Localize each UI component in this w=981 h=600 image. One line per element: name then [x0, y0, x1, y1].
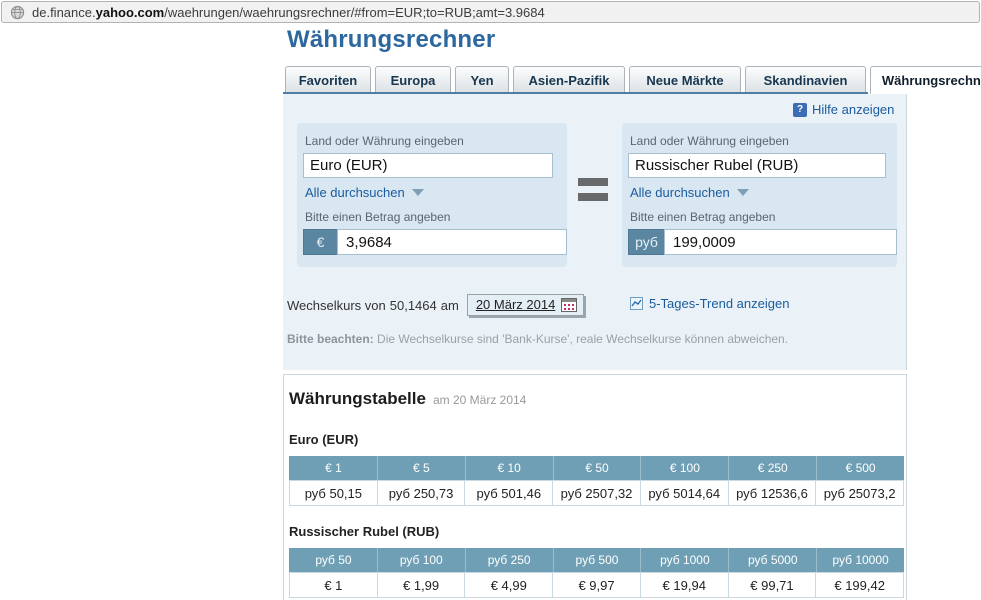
calendar-icon	[561, 297, 578, 312]
browse-all-link-to[interactable]: Alle durchsuchen	[630, 185, 897, 200]
equals-icon	[578, 178, 608, 208]
to-currency-input[interactable]	[628, 153, 886, 178]
rub-table-label: Russischer Rubel (RUB)	[289, 524, 440, 539]
to-amount-input[interactable]	[664, 229, 897, 255]
tab-neue-maerkte[interactable]: Neue Märkte	[629, 66, 741, 94]
table-header-cell: € 50	[552, 456, 641, 480]
table-value-cell: руб 5014,64	[640, 480, 729, 506]
from-amount-input[interactable]	[337, 229, 567, 255]
table-value-row: € 1 € 1,99 € 4,99 € 9,97 € 19,94 € 99,71…	[289, 572, 905, 598]
tab-yen[interactable]: Yen	[455, 66, 509, 94]
eur-table-label: Euro (EUR)	[289, 432, 359, 447]
table-header-cell: руб 1000	[640, 548, 729, 572]
eur-rate-table: € 1 € 5 € 10 € 50 € 100 € 250 € 500 руб …	[289, 456, 905, 506]
table-value-cell: руб 250,73	[377, 480, 466, 506]
table-header-cell: руб 50	[289, 548, 377, 572]
table-value-cell: € 19,94	[640, 572, 729, 598]
tab-underline	[283, 92, 868, 94]
table-value-cell: руб 12536,6	[728, 480, 817, 506]
table-header-cell: € 10	[464, 456, 553, 480]
disclaimer-note: Bitte beachten: Die Wechselkurse sind 'B…	[287, 332, 788, 346]
five-day-trend-link[interactable]: 5-Tages-Trend anzeigen	[630, 296, 789, 311]
table-header-cell: € 1	[289, 456, 377, 480]
table-header-row: руб 50 руб 100 руб 250 руб 500 руб 1000 …	[289, 548, 905, 572]
table-value-cell: руб 2507,32	[553, 480, 641, 506]
table-value-cell: € 4,99	[465, 572, 554, 598]
question-mark-icon: ?	[793, 102, 807, 117]
tab-skandinavien[interactable]: Skandinavien	[745, 66, 866, 94]
table-header-cell: руб 10000	[816, 548, 905, 572]
ruble-symbol-box: руб	[628, 229, 664, 255]
from-currency-input[interactable]	[303, 153, 553, 178]
amount-field-label: Bitte einen Betrag angeben	[305, 210, 451, 224]
table-section-header: Währungstabelle am 20 März 2014	[289, 389, 902, 409]
table-section-date: am 20 März 2014	[432, 393, 527, 407]
euro-symbol-box: €	[303, 229, 337, 255]
rate-connector: am	[440, 297, 459, 313]
tab-favoriten[interactable]: Favoriten	[285, 66, 371, 94]
table-value-cell: руб 50,15	[289, 480, 378, 506]
date-value: 20 März 2014	[475, 297, 556, 312]
table-value-row: руб 50,15 руб 250,73 руб 501,46 руб 2507…	[289, 480, 905, 506]
table-header-cell: руб 100	[376, 548, 465, 572]
url-text: de.finance.yahoo.com/waehrungen/waehrung…	[32, 4, 545, 20]
amount-field-label: Bitte einen Betrag angeben	[630, 210, 776, 224]
converter-panel-to: Land oder Währung eingeben Alle durchsuc…	[622, 123, 897, 267]
table-header-cell: € 250	[728, 456, 817, 480]
table-value-cell: руб 501,46	[465, 480, 554, 506]
table-header-row: € 1 € 5 € 10 € 50 € 100 € 250 € 500	[289, 456, 905, 480]
exchange-rate-line: Wechselkurs von 50,1464 am 20 März 2014	[287, 294, 588, 316]
chart-icon	[630, 297, 643, 310]
trend-link-label: 5-Tages-Trend anzeigen	[649, 296, 790, 311]
browse-all-label: Alle durchsuchen	[630, 185, 730, 200]
table-header-cell: руб 5000	[728, 548, 817, 572]
rate-prefix: Wechselkurs von	[287, 297, 386, 313]
browse-all-label: Alle durchsuchen	[305, 185, 405, 200]
table-value-cell: € 99,71	[728, 572, 817, 598]
page-title: Währungsrechner	[287, 26, 496, 53]
browse-all-link-from[interactable]: Alle durchsuchen	[305, 185, 567, 200]
note-text: Die Wechselkurse sind 'Bank-Kurse', real…	[377, 332, 789, 346]
table-value-cell: € 1	[289, 572, 378, 598]
help-link[interactable]: ? Hilfe anzeigen	[793, 102, 894, 117]
table-header-cell: € 5	[376, 456, 465, 480]
currency-table-section: Währungstabelle am 20 März 2014 Euro (EU…	[283, 374, 907, 600]
tab-asien-pazifik[interactable]: Asien-Pazifik	[513, 66, 625, 94]
chevron-down-icon	[736, 189, 749, 196]
from-amount-row: €	[303, 229, 567, 255]
table-header-cell: € 100	[640, 456, 729, 480]
converter-section: ? Hilfe anzeigen Land oder Währung einge…	[283, 94, 907, 370]
table-header-cell: руб 250	[464, 548, 553, 572]
chevron-down-icon	[411, 189, 424, 196]
to-amount-row: руб	[628, 229, 897, 255]
table-value-cell: € 1,99	[377, 572, 466, 598]
converter-panel-from: Land oder Währung eingeben Alle durchsuc…	[297, 123, 567, 267]
rate-value: 50,1464	[389, 297, 437, 313]
tab-europa[interactable]: Europa	[375, 66, 451, 94]
currency-field-label: Land oder Währung eingeben	[305, 134, 464, 148]
note-bold: Bitte beachten:	[287, 332, 374, 346]
currency-field-label: Land oder Währung eingeben	[630, 134, 789, 148]
tab-strip: Favoriten Europa Yen Asien-Pazifik Neue …	[285, 66, 981, 94]
browser-address-bar[interactable]: de.finance.yahoo.com/waehrungen/waehrung…	[1, 1, 980, 23]
table-header-cell: € 500	[816, 456, 905, 480]
table-header-cell: руб 500	[552, 548, 641, 572]
tab-waehrungsrechner[interactable]: Währungsrechner	[870, 66, 981, 94]
table-value-cell: руб 25073,2	[816, 480, 905, 506]
globe-icon	[10, 5, 25, 19]
rub-rate-table: руб 50 руб 100 руб 250 руб 500 руб 1000 …	[289, 548, 905, 598]
date-picker-button[interactable]: 20 März 2014	[466, 294, 585, 316]
table-section-title: Währungstabelle	[289, 389, 426, 408]
table-value-cell: € 199,42	[816, 572, 905, 598]
help-link-label: Hilfe anzeigen	[812, 102, 895, 117]
table-value-cell: € 9,97	[553, 572, 641, 598]
